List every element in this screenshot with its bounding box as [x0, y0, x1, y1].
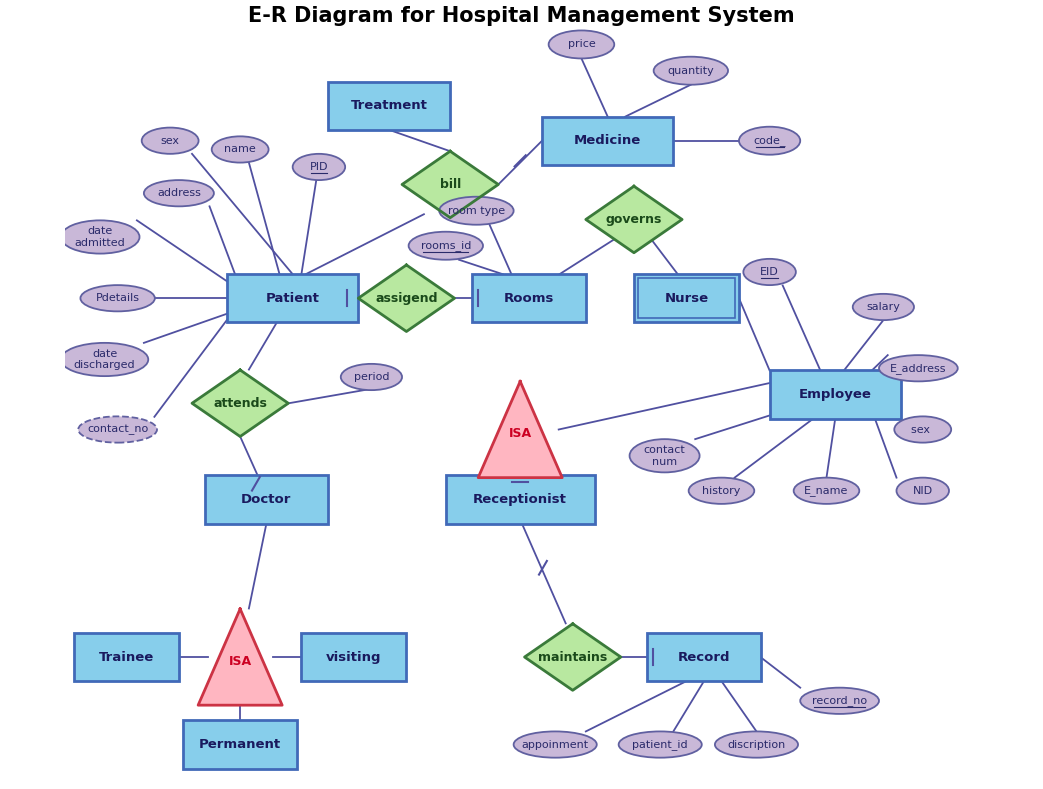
- Text: Employee: Employee: [799, 388, 872, 401]
- Ellipse shape: [744, 259, 796, 285]
- FancyBboxPatch shape: [184, 720, 297, 768]
- FancyBboxPatch shape: [542, 117, 674, 165]
- Text: E_address: E_address: [890, 363, 947, 374]
- Text: ISA: ISA: [228, 655, 251, 668]
- Ellipse shape: [794, 477, 859, 504]
- Text: contact
num: contact num: [644, 445, 685, 466]
- Ellipse shape: [142, 128, 198, 154]
- Ellipse shape: [60, 343, 148, 376]
- Ellipse shape: [513, 731, 597, 757]
- Text: E-R Diagram for Hospital Management System: E-R Diagram for Hospital Management Syst…: [248, 6, 795, 27]
- Text: Treatment: Treatment: [350, 99, 428, 112]
- Text: code_: code_: [753, 135, 785, 146]
- Ellipse shape: [618, 731, 702, 757]
- Text: price: price: [567, 39, 596, 50]
- Text: governs: governs: [606, 213, 662, 226]
- Ellipse shape: [341, 364, 402, 390]
- Ellipse shape: [78, 417, 157, 443]
- Polygon shape: [586, 186, 682, 252]
- FancyBboxPatch shape: [472, 274, 586, 322]
- Text: bill: bill: [439, 178, 461, 191]
- Text: visiting: visiting: [326, 651, 382, 664]
- Text: EID: EID: [760, 267, 779, 277]
- Text: attends: attends: [213, 397, 267, 409]
- Text: sex: sex: [912, 424, 933, 435]
- Text: Trainee: Trainee: [99, 651, 154, 664]
- Text: PID: PID: [310, 162, 329, 172]
- Text: Record: Record: [678, 651, 730, 664]
- FancyBboxPatch shape: [328, 81, 451, 129]
- Ellipse shape: [688, 477, 754, 504]
- FancyBboxPatch shape: [301, 633, 407, 681]
- FancyBboxPatch shape: [770, 370, 901, 419]
- Text: patient_id: patient_id: [632, 739, 688, 750]
- Text: Patient: Patient: [266, 292, 319, 305]
- Ellipse shape: [549, 31, 614, 58]
- Ellipse shape: [409, 232, 483, 260]
- FancyBboxPatch shape: [227, 274, 359, 322]
- Polygon shape: [192, 370, 288, 436]
- Text: Permanent: Permanent: [199, 738, 282, 751]
- Polygon shape: [478, 381, 562, 477]
- Text: Pdetails: Pdetails: [96, 294, 140, 303]
- FancyBboxPatch shape: [74, 633, 179, 681]
- Text: Nurse: Nurse: [664, 292, 708, 305]
- Text: record_no: record_no: [812, 695, 867, 706]
- Ellipse shape: [800, 688, 879, 714]
- Ellipse shape: [654, 57, 728, 84]
- Text: assigend: assigend: [375, 292, 438, 305]
- Polygon shape: [525, 624, 621, 690]
- Ellipse shape: [293, 154, 345, 180]
- Text: history: history: [702, 486, 741, 495]
- Ellipse shape: [144, 180, 214, 207]
- Text: salary: salary: [867, 302, 900, 312]
- Text: discription: discription: [727, 739, 785, 750]
- Ellipse shape: [212, 136, 269, 163]
- Text: period: period: [354, 372, 389, 382]
- Ellipse shape: [714, 731, 798, 757]
- Ellipse shape: [853, 294, 914, 320]
- Polygon shape: [359, 265, 455, 331]
- Ellipse shape: [80, 285, 154, 312]
- Ellipse shape: [897, 477, 949, 504]
- Text: Medicine: Medicine: [574, 134, 641, 148]
- Text: quantity: quantity: [668, 65, 714, 76]
- Text: NID: NID: [913, 486, 932, 495]
- Text: date
admitted: date admitted: [75, 226, 125, 248]
- Text: ISA: ISA: [509, 428, 532, 440]
- Text: contact_no: contact_no: [87, 424, 148, 435]
- Ellipse shape: [739, 127, 800, 155]
- Ellipse shape: [879, 355, 957, 381]
- Text: name: name: [224, 144, 256, 155]
- Text: sex: sex: [161, 136, 179, 146]
- Text: maintains: maintains: [538, 651, 607, 664]
- Polygon shape: [402, 151, 499, 218]
- Polygon shape: [198, 609, 283, 705]
- Text: E_name: E_name: [804, 485, 849, 496]
- Text: address: address: [156, 189, 201, 198]
- Text: Receptionist: Receptionist: [474, 493, 567, 506]
- Ellipse shape: [630, 439, 700, 473]
- Text: appoinment: appoinment: [522, 739, 588, 750]
- Ellipse shape: [60, 220, 140, 253]
- Ellipse shape: [439, 196, 513, 225]
- Text: Rooms: Rooms: [504, 292, 554, 305]
- FancyBboxPatch shape: [445, 476, 595, 524]
- Ellipse shape: [894, 417, 951, 443]
- FancyBboxPatch shape: [647, 633, 760, 681]
- Text: Doctor: Doctor: [241, 493, 292, 506]
- Text: rooms_id: rooms_id: [420, 241, 471, 251]
- FancyBboxPatch shape: [205, 476, 328, 524]
- Text: date
discharged: date discharged: [74, 349, 136, 370]
- Text: room type: room type: [447, 206, 505, 215]
- FancyBboxPatch shape: [634, 274, 739, 322]
